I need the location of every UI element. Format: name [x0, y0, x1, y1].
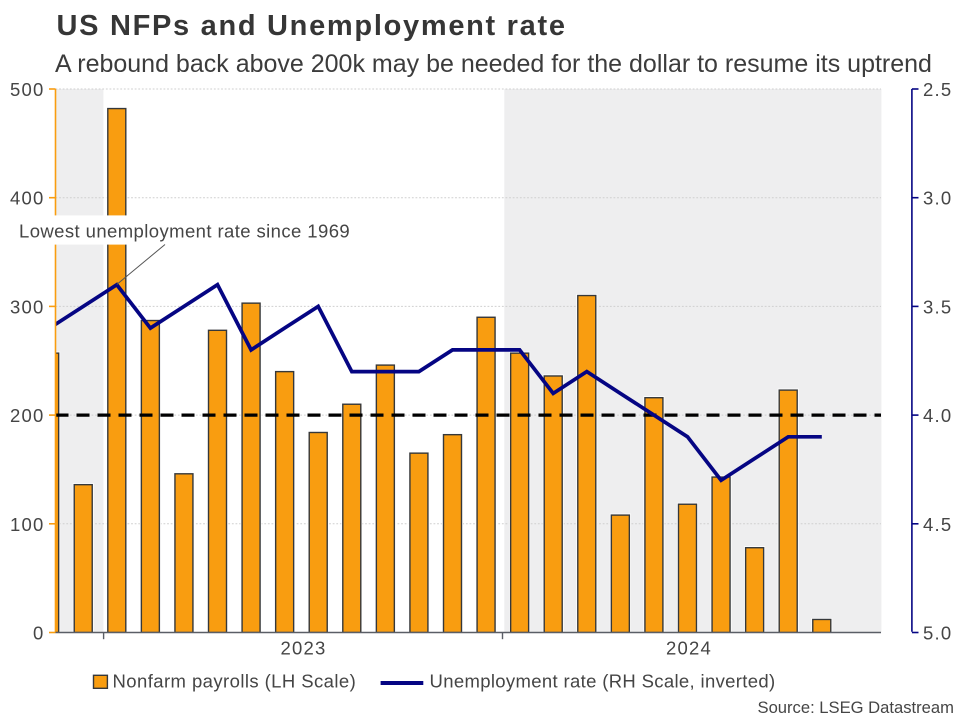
- svg-text:Nonfarm payrolls (LH Scale): Nonfarm payrolls (LH Scale): [113, 671, 357, 692]
- svg-text:Source: LSEG Datastream: Source: LSEG Datastream: [758, 698, 954, 717]
- svg-text:3.5: 3.5: [923, 296, 952, 317]
- svg-text:5.0: 5.0: [923, 623, 952, 644]
- svg-text:3.0: 3.0: [923, 188, 952, 209]
- svg-text:500: 500: [10, 79, 44, 100]
- svg-text:Unemployment rate (RH Scale, i: Unemployment rate (RH Scale, inverted): [430, 671, 776, 692]
- svg-text:100: 100: [10, 514, 44, 535]
- svg-text:200: 200: [10, 405, 44, 426]
- svg-text:300: 300: [10, 296, 44, 317]
- svg-text:4.0: 4.0: [923, 405, 952, 426]
- svg-text:2024: 2024: [666, 638, 712, 659]
- svg-text:Lowest unemployment rate since: Lowest unemployment rate since 1969: [19, 221, 350, 242]
- svg-text:400: 400: [10, 188, 44, 209]
- svg-text:4.5: 4.5: [923, 514, 952, 535]
- svg-text:2.5: 2.5: [923, 79, 952, 100]
- svg-text:0: 0: [33, 623, 45, 644]
- svg-text:2023: 2023: [281, 638, 327, 659]
